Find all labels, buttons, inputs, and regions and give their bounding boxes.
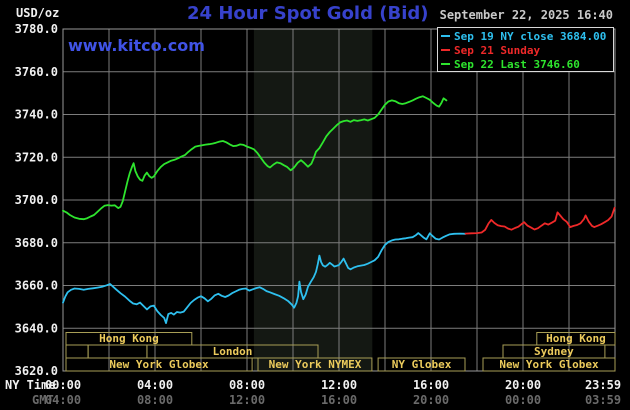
- svg-text:3640.0: 3640.0: [15, 321, 58, 335]
- series-line-1: [464, 206, 616, 235]
- session-box: [482, 357, 616, 372]
- session-label: New York Globex: [109, 358, 209, 371]
- legend-label: Sep 22 Last 3746.60: [454, 57, 580, 71]
- session-box: [377, 357, 466, 372]
- session-label: London: [213, 345, 253, 358]
- session-label: Hong Kong: [99, 332, 159, 345]
- svg-text:20:00: 20:00: [413, 393, 449, 407]
- legend-item-sep22: Sep 22 Last 3746.60: [441, 57, 613, 71]
- legend-dash-icon: [441, 63, 450, 65]
- legend-item-sep19: Sep 19 NY close 3684.00: [441, 29, 613, 43]
- svg-text:00:00: 00:00: [505, 393, 541, 407]
- gmt-row-label: GMT: [32, 393, 54, 407]
- svg-text:20:00: 20:00: [505, 378, 541, 392]
- session-label: Sydney: [534, 345, 574, 358]
- series-line-0: [62, 232, 467, 325]
- session-box: [65, 357, 253, 372]
- svg-text:08:00: 08:00: [229, 378, 265, 392]
- svg-text:04:00: 04:00: [45, 393, 81, 407]
- svg-text:16:00: 16:00: [413, 378, 449, 392]
- legend-label: Sep 19 NY close 3684.00: [454, 29, 607, 43]
- y-axis-unit-label: USD/oz: [16, 6, 60, 20]
- y-axis-labels: 3780.0 3760.0 3740.0 3720.0 3700.0 3680.0 3660…: [15, 22, 58, 378]
- series-line-2: [62, 95, 448, 221]
- page-title: 24 Hour Spot Gold (Bid): [187, 3, 429, 24]
- session-label: Hong Kong: [546, 332, 606, 345]
- svg-text:3680.0: 3680.0: [15, 236, 58, 250]
- svg-text:3700.0: 3700.0: [15, 193, 58, 207]
- svg-text:3720.0: 3720.0: [15, 150, 58, 164]
- legend-box: Sep 19 NY close 3684.00 Sep 21 Sunday Se…: [437, 27, 614, 72]
- svg-text:3780.0: 3780.0: [15, 22, 58, 36]
- svg-text:04:00: 04:00: [137, 378, 173, 392]
- legend-dash-icon: [441, 49, 450, 51]
- kitco-watermark-link[interactable]: www.kitco.com: [68, 36, 205, 55]
- session-label: New York Globex: [499, 358, 599, 371]
- svg-text:03:59: 03:59: [585, 393, 621, 407]
- svg-text:23:59: 23:59: [585, 378, 621, 392]
- session-box: [65, 344, 89, 359]
- session-label: New York NYMEX: [269, 358, 362, 371]
- svg-text:3660.0: 3660.0: [15, 279, 58, 293]
- session-box: [257, 357, 373, 372]
- gridlines: [63, 29, 615, 371]
- legend-dash-icon: [441, 35, 450, 37]
- legend-item-sep21: Sep 21 Sunday: [441, 43, 613, 57]
- svg-text:3760.0: 3760.0: [15, 65, 58, 79]
- svg-text:08:00: 08:00: [137, 393, 173, 407]
- svg-text:12:00: 12:00: [229, 393, 265, 407]
- svg-text:3620.0: 3620.0: [15, 364, 58, 378]
- svg-text:12:00: 12:00: [321, 378, 357, 392]
- legend-label: Sep 21 Sunday: [454, 43, 541, 57]
- session-box: [87, 344, 148, 359]
- ny-time-row-label: NY Time: [5, 378, 56, 392]
- session-label: NY Globex: [392, 358, 452, 371]
- svg-text:00:00: 00:00: [45, 378, 81, 392]
- svg-text:16:00: 16:00: [321, 393, 357, 407]
- svg-text:3740.0: 3740.0: [15, 108, 58, 122]
- datetime-label: September 22, 2025 16:40: [439, 8, 613, 22]
